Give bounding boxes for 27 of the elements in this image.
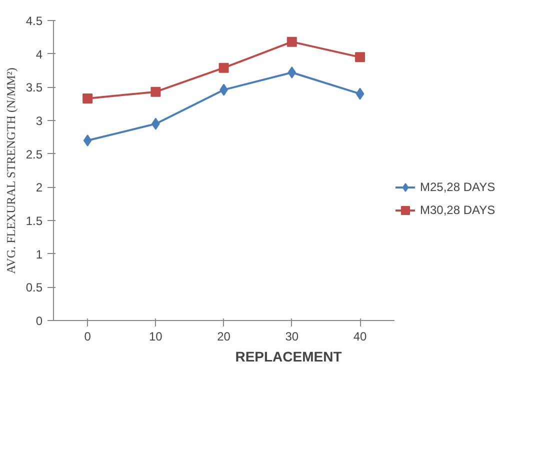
point <box>150 86 161 97</box>
x-tick-label: 30 <box>285 330 299 344</box>
point <box>83 134 92 146</box>
y-tick-label: 0 <box>36 314 43 328</box>
point <box>286 36 297 47</box>
y-tick-label: 4 <box>36 47 43 62</box>
point <box>82 94 93 104</box>
y-tick-label: 1.5 <box>26 214 43 228</box>
y-tick-label: 0.5 <box>26 280 43 295</box>
y-tick-label: 2 <box>36 180 43 195</box>
legend-label: M25,28 DAYS <box>420 180 496 194</box>
y-tick-label: 3 <box>36 114 43 128</box>
x-tick-label: 20 <box>217 330 231 344</box>
legend-label: M30,28 DAYS <box>420 203 496 217</box>
x-axis-title: REPLACEMENT <box>235 348 342 364</box>
y-tick-label: 2.5 <box>26 147 43 162</box>
x-tick-label: 40 <box>353 330 368 344</box>
y-tick-label: 4.5 <box>26 14 43 28</box>
x-tick-label: 0 <box>84 330 92 344</box>
y-tick-label: 3.5 <box>26 80 43 95</box>
y-axis-title: AVG. FLEXURAL STRENGTH (N/MM²) <box>4 68 18 274</box>
x-tick-label: 10 <box>149 330 163 344</box>
point <box>356 88 364 100</box>
y-tick-label: 1 <box>36 247 43 262</box>
point <box>218 62 229 73</box>
point <box>355 52 366 62</box>
point <box>288 66 296 78</box>
